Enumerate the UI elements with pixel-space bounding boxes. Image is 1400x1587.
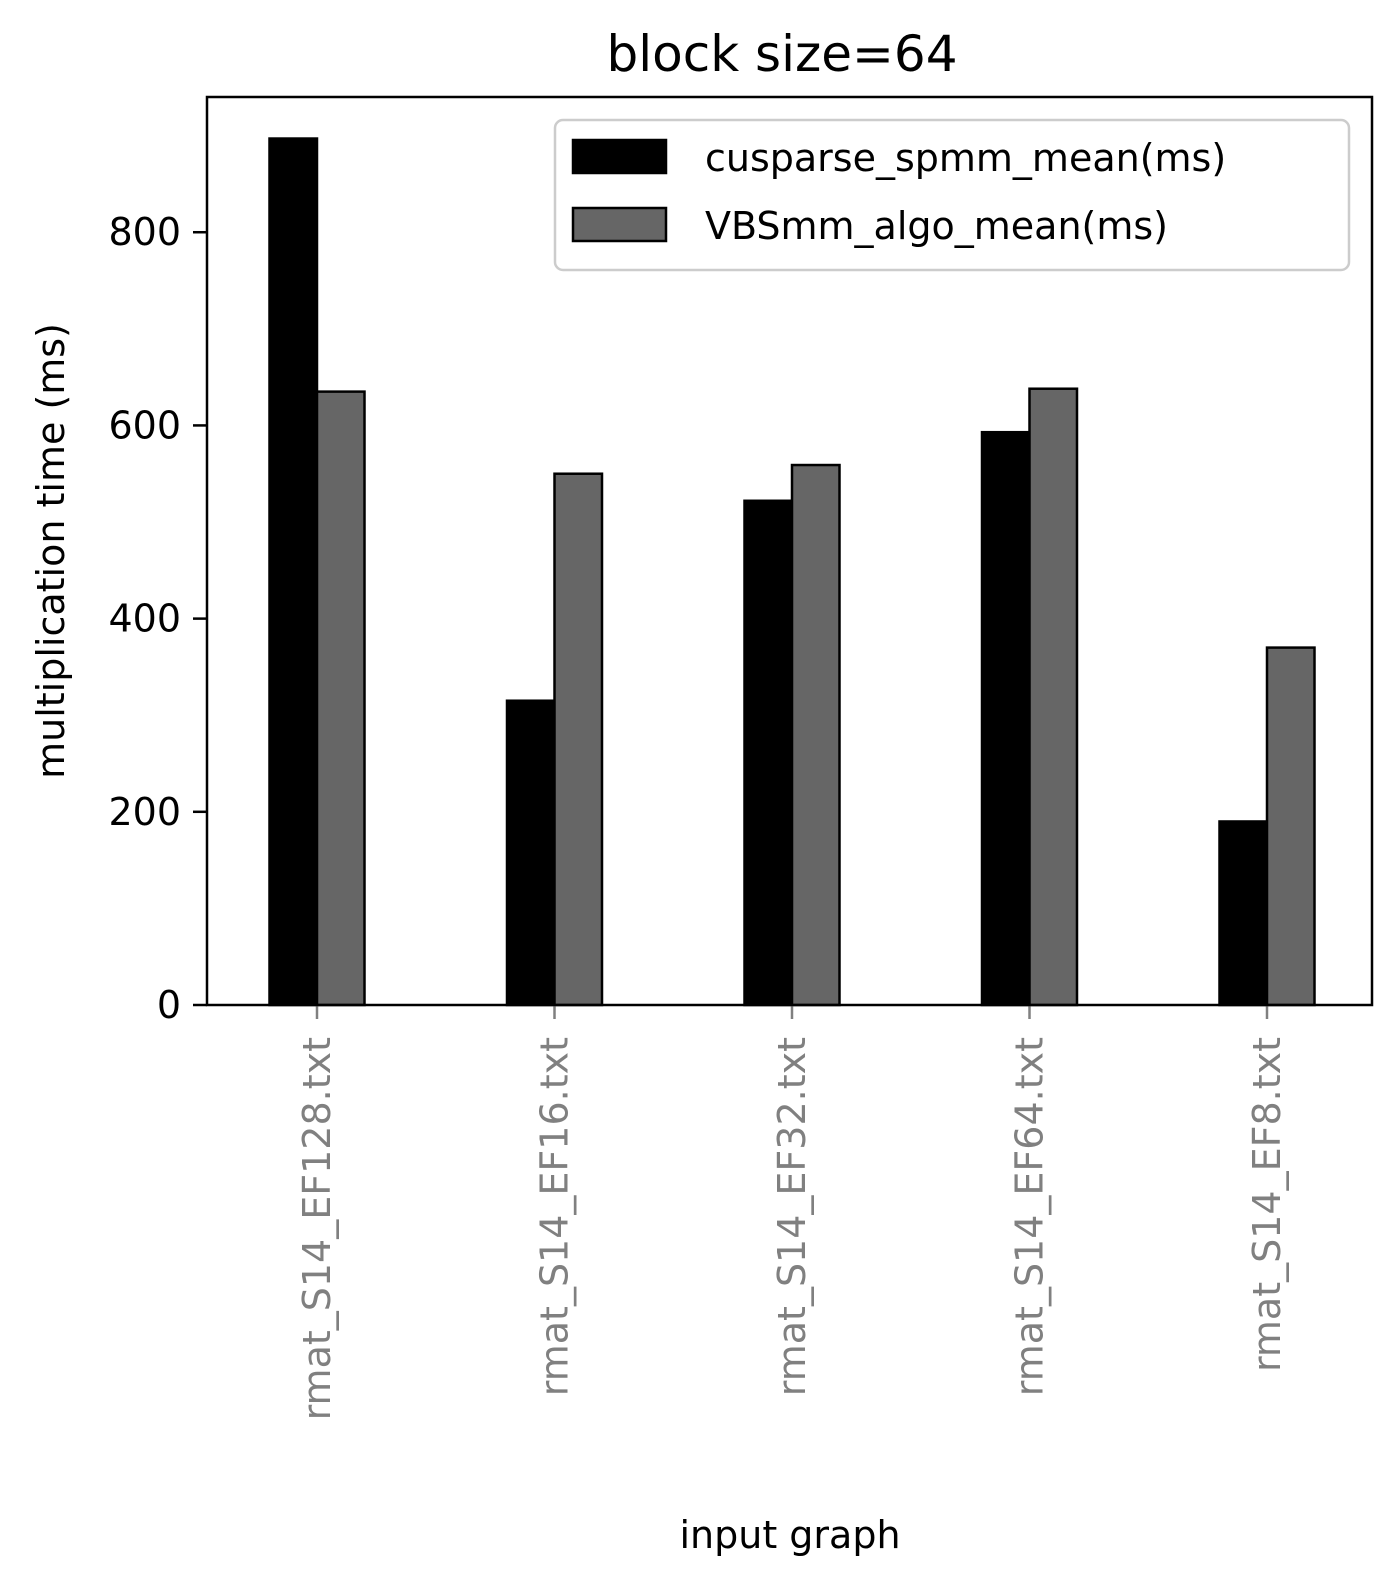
legend-label-cusparse: cusparse_spmm_mean(ms) <box>705 136 1226 180</box>
x-tick-label: rmat_S14_EF8.txt <box>1245 1037 1289 1372</box>
bar-vbsmm <box>553 472 604 1007</box>
x-axis: rmat_S14_EF128.txt rmat_S14_EF16.txt rmat_… <box>295 1005 1289 1420</box>
legend-swatch-vbsmm <box>571 206 668 243</box>
bar-vbsmm <box>790 463 841 1007</box>
bar-vbsmm <box>1265 646 1316 1007</box>
y-axis: 0 200 400 600 800 <box>108 210 207 1027</box>
bars-layer <box>268 137 1316 1007</box>
x-axis-label: input graph <box>679 1513 900 1557</box>
legend-label-vbsmm: VBSmm_algo_mean(ms) <box>705 204 1168 248</box>
y-tick-label: 0 <box>157 983 181 1027</box>
x-tick-label: rmat_S14_EF16.txt <box>533 1037 577 1396</box>
y-tick-label: 800 <box>108 210 181 254</box>
bar-cusparse <box>505 699 556 1007</box>
bar-cusparse <box>1218 820 1269 1007</box>
bar-cusparse <box>268 137 319 1007</box>
y-tick-label: 600 <box>108 403 181 447</box>
legend: cusparse_spmm_mean(ms) VBSmm_algo_mean(m… <box>553 118 1351 272</box>
x-tick-label: rmat_S14_EF64.txt <box>1008 1037 1052 1396</box>
legend-box <box>553 118 1351 272</box>
bar-cusparse <box>980 430 1031 1007</box>
plot-frame <box>205 95 1374 1007</box>
bar-vbsmm <box>315 390 366 1007</box>
x-tick-label: rmat_S14_EF128.txt <box>295 1037 339 1420</box>
chart-title: block size=64 <box>606 25 957 83</box>
y-tick-label: 400 <box>108 597 181 641</box>
y-axis-label: multiplication time (ms) <box>29 323 73 779</box>
legend-swatch-cusparse <box>571 138 668 175</box>
x-tick-label: rmat_S14_EF32.txt <box>770 1037 814 1396</box>
bar-cusparse <box>743 499 794 1007</box>
y-tick-label: 200 <box>108 790 181 834</box>
bar-vbsmm <box>1028 387 1079 1007</box>
